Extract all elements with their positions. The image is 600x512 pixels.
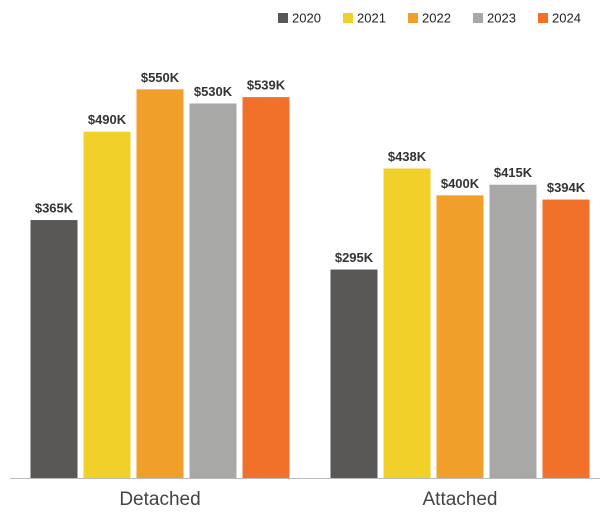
data-label: $400K bbox=[441, 176, 480, 191]
legend-label: 2023 bbox=[487, 10, 516, 25]
legend-label: 2020 bbox=[292, 10, 321, 25]
legend-swatch bbox=[408, 13, 418, 23]
data-label: $539K bbox=[247, 78, 286, 93]
bar bbox=[30, 220, 78, 479]
data-label: $490K bbox=[88, 112, 127, 127]
legend-label: 2024 bbox=[552, 10, 581, 25]
legend-swatch bbox=[473, 13, 483, 23]
legend-swatch bbox=[343, 13, 353, 23]
bar bbox=[489, 184, 537, 478]
x-tick-label: Attached bbox=[423, 489, 498, 510]
bar bbox=[542, 199, 590, 478]
data-label: $530K bbox=[194, 84, 233, 99]
data-label: $394K bbox=[547, 180, 586, 195]
legend-label: 2021 bbox=[357, 10, 386, 25]
data-label: $415K bbox=[494, 165, 533, 180]
legend-swatch bbox=[538, 13, 548, 23]
data-label: $295K bbox=[335, 250, 374, 265]
data-label: $365K bbox=[35, 201, 74, 216]
legend-label: 2022 bbox=[422, 10, 451, 25]
bar bbox=[436, 195, 484, 479]
data-label: $438K bbox=[388, 149, 427, 164]
legend-swatch bbox=[278, 13, 288, 23]
bar bbox=[136, 89, 184, 478]
data-label: $550K bbox=[141, 70, 180, 85]
bar bbox=[83, 131, 131, 478]
x-tick-label: Detached bbox=[119, 489, 200, 510]
bar bbox=[383, 168, 431, 479]
bar bbox=[189, 103, 237, 478]
bar bbox=[330, 269, 378, 478]
bar bbox=[242, 97, 290, 479]
